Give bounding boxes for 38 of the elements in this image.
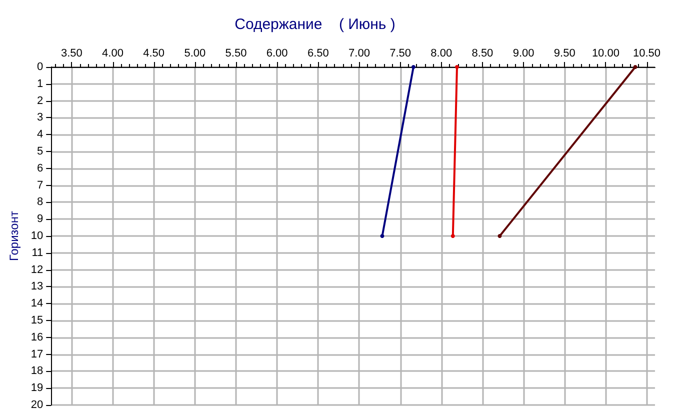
y-tick-label: 5	[37, 146, 44, 158]
x-tick-label: 10.50	[633, 48, 661, 60]
y-tick-label: 16	[30, 331, 44, 344]
y-tick-label: 18	[30, 365, 44, 378]
x-tick-label: 6.00	[266, 48, 288, 60]
y-tick-label: 17	[30, 348, 44, 360]
y-tick-label: 20	[30, 399, 44, 411]
y-tick-label: 9	[37, 213, 44, 226]
x-tick-label: 6.50	[307, 48, 329, 60]
x-tick-label: 8.50	[472, 48, 494, 60]
y-tick-label: 13	[30, 280, 44, 293]
x-tick-label: 3.50	[60, 48, 82, 60]
y-axis-title: Горизонт	[7, 210, 21, 261]
y-tick-label: 2	[37, 94, 44, 107]
y-tick-label: 6	[37, 162, 44, 174]
y-tick-label: 15	[30, 314, 44, 326]
y-tick-label: 0	[37, 61, 44, 73]
y-tick-label: 4	[37, 128, 44, 141]
y-tick-label: 3	[37, 112, 44, 124]
x-tick-label: 7.50	[390, 48, 412, 60]
chart-title: Содержание ( Июнь )	[234, 16, 396, 33]
x-tick-label: 4.00	[102, 48, 124, 60]
y-tick-label: 10	[30, 230, 44, 242]
y-tick-label: 14	[30, 298, 44, 310]
x-tick-label: 4.50	[143, 48, 165, 60]
x-tick-label: 5.50	[225, 48, 247, 60]
y-tick-label: 1	[37, 78, 44, 90]
x-tick-label: 5.00	[184, 48, 206, 60]
y-tick-label: 11	[32, 246, 44, 259]
y-tick-label: 8	[37, 196, 44, 208]
x-tick-label: 10.00	[592, 48, 620, 60]
y-tick-label: 19	[30, 382, 44, 394]
y-tick-label: 7	[37, 179, 44, 192]
x-tick-label: 9.50	[554, 48, 576, 60]
x-tick-label: 9.00	[512, 48, 534, 60]
y-tick-label: 12	[30, 264, 44, 276]
x-tick-label: 8.00	[430, 48, 452, 60]
x-tick-label: 7.00	[348, 48, 370, 60]
